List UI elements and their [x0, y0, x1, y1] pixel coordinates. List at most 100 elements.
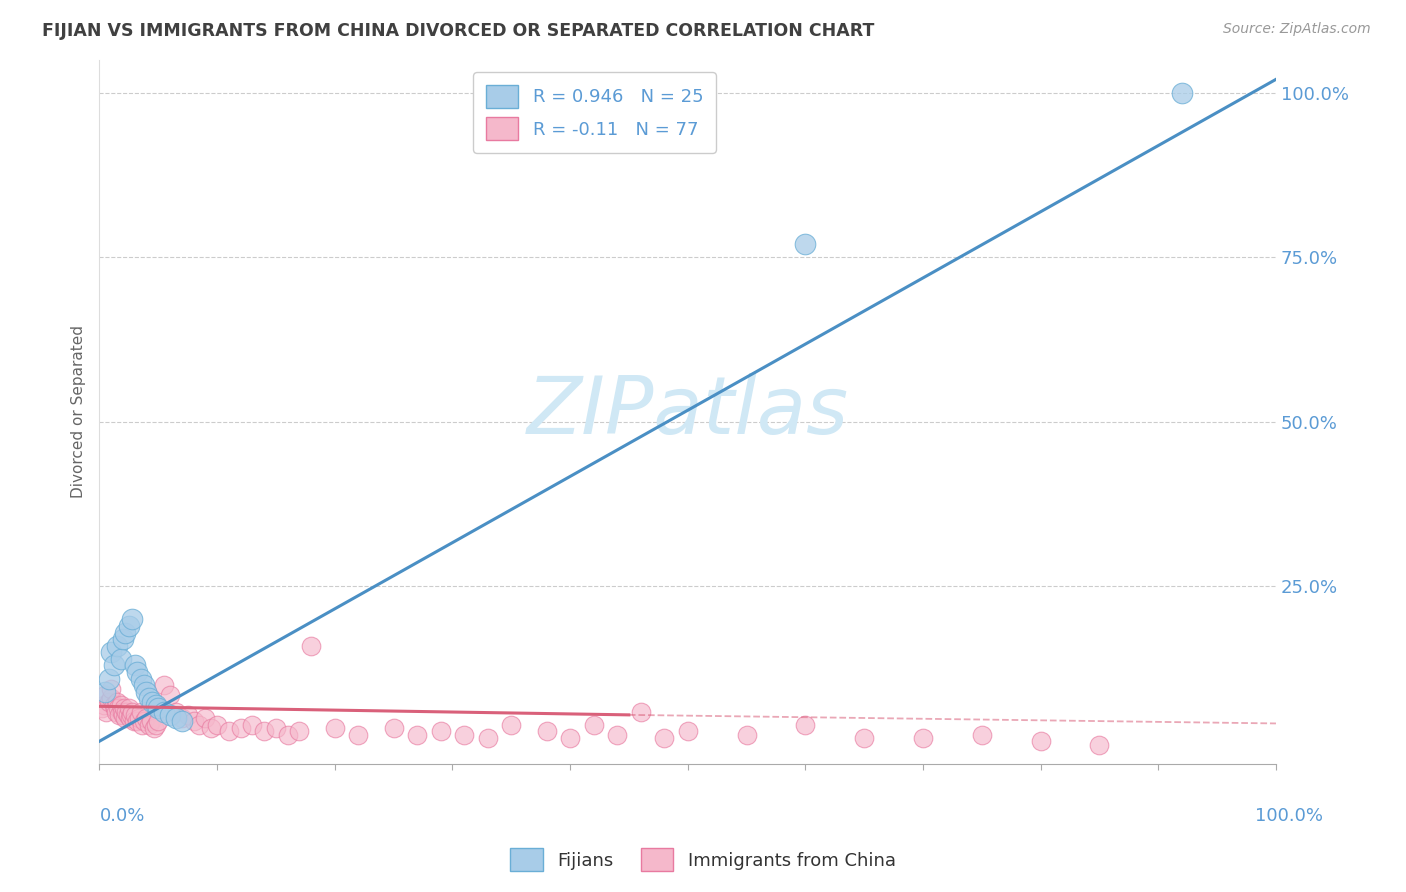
- Point: [288, 724, 311, 739]
- Point: [853, 731, 876, 745]
- Legend: R = 0.946   N = 25, R = -0.11   N = 77: R = 0.946 N = 25, R = -0.11 N = 77: [474, 72, 716, 153]
- Point: [121, 612, 143, 626]
- Point: [104, 701, 127, 715]
- Point: [125, 714, 148, 729]
- Point: [148, 714, 170, 729]
- Point: [453, 728, 475, 742]
- Point: [97, 672, 120, 686]
- Point: [107, 701, 129, 715]
- Point: [110, 652, 132, 666]
- Point: [911, 731, 934, 745]
- Point: [120, 707, 142, 722]
- Point: [188, 718, 211, 732]
- Point: [122, 714, 145, 729]
- Point: [134, 714, 156, 729]
- Point: [129, 672, 152, 686]
- Point: [277, 728, 299, 742]
- Point: [134, 678, 156, 692]
- Point: [630, 705, 652, 719]
- Point: [131, 718, 153, 732]
- Point: [299, 639, 322, 653]
- Point: [794, 237, 817, 252]
- Point: [103, 698, 125, 712]
- Point: [153, 678, 176, 692]
- Point: [165, 711, 187, 725]
- Point: [229, 721, 252, 735]
- Point: [145, 718, 167, 732]
- Point: [114, 625, 136, 640]
- Point: [558, 731, 581, 745]
- Point: [105, 639, 128, 653]
- Point: [1088, 738, 1111, 752]
- Point: [93, 698, 115, 712]
- Point: [135, 711, 157, 725]
- Text: Source: ZipAtlas.com: Source: ZipAtlas.com: [1223, 22, 1371, 37]
- Point: [105, 695, 128, 709]
- Point: [970, 728, 993, 742]
- Y-axis label: Divorced or Separated: Divorced or Separated: [72, 326, 86, 499]
- Point: [125, 665, 148, 679]
- Point: [104, 705, 127, 719]
- Point: [118, 619, 141, 633]
- Legend: Fijians, Immigrants from China: Fijians, Immigrants from China: [503, 841, 903, 879]
- Point: [142, 721, 165, 735]
- Point: [129, 705, 152, 719]
- Point: [735, 728, 758, 742]
- Point: [323, 721, 346, 735]
- Point: [218, 724, 240, 739]
- Point: [406, 728, 429, 742]
- Point: [111, 707, 134, 722]
- Point: [141, 714, 163, 729]
- Point: [90, 701, 112, 715]
- Point: [176, 707, 198, 722]
- Point: [477, 731, 499, 745]
- Point: [501, 718, 523, 732]
- Point: [96, 705, 118, 719]
- Point: [138, 718, 160, 732]
- Point: [100, 691, 122, 706]
- Point: [103, 658, 125, 673]
- Point: [429, 724, 451, 739]
- Point: [205, 718, 228, 732]
- Point: [652, 731, 675, 745]
- Point: [159, 707, 181, 722]
- Point: [111, 632, 134, 647]
- Point: [794, 718, 817, 732]
- Point: [148, 701, 170, 715]
- Point: [200, 721, 222, 735]
- Point: [170, 714, 193, 729]
- Point: [264, 721, 287, 735]
- Point: [170, 711, 193, 725]
- Point: [536, 724, 558, 739]
- Point: [165, 705, 187, 719]
- Point: [115, 705, 138, 719]
- Point: [253, 724, 276, 739]
- Point: [110, 698, 132, 712]
- Point: [194, 711, 217, 725]
- Point: [94, 685, 117, 699]
- Point: [97, 695, 120, 709]
- Text: 100.0%: 100.0%: [1256, 806, 1323, 824]
- Text: FIJIAN VS IMMIGRANTS FROM CHINA DIVORCED OR SEPARATED CORRELATION CHART: FIJIAN VS IMMIGRANTS FROM CHINA DIVORCED…: [42, 22, 875, 40]
- Point: [118, 701, 141, 715]
- Point: [382, 721, 405, 735]
- Point: [124, 707, 146, 722]
- Point: [94, 688, 117, 702]
- Point: [114, 711, 136, 725]
- Point: [606, 728, 628, 742]
- Point: [128, 711, 150, 725]
- Point: [111, 705, 134, 719]
- Point: [1029, 734, 1052, 748]
- Point: [183, 714, 205, 729]
- Point: [153, 705, 176, 719]
- Point: [145, 698, 167, 712]
- Point: [582, 718, 605, 732]
- Text: 0.0%: 0.0%: [100, 806, 145, 824]
- Point: [159, 688, 181, 702]
- Point: [347, 728, 370, 742]
- Point: [100, 645, 122, 659]
- Point: [121, 705, 143, 719]
- Point: [108, 707, 131, 722]
- Point: [676, 724, 699, 739]
- Text: ZIPatlas: ZIPatlas: [527, 373, 849, 451]
